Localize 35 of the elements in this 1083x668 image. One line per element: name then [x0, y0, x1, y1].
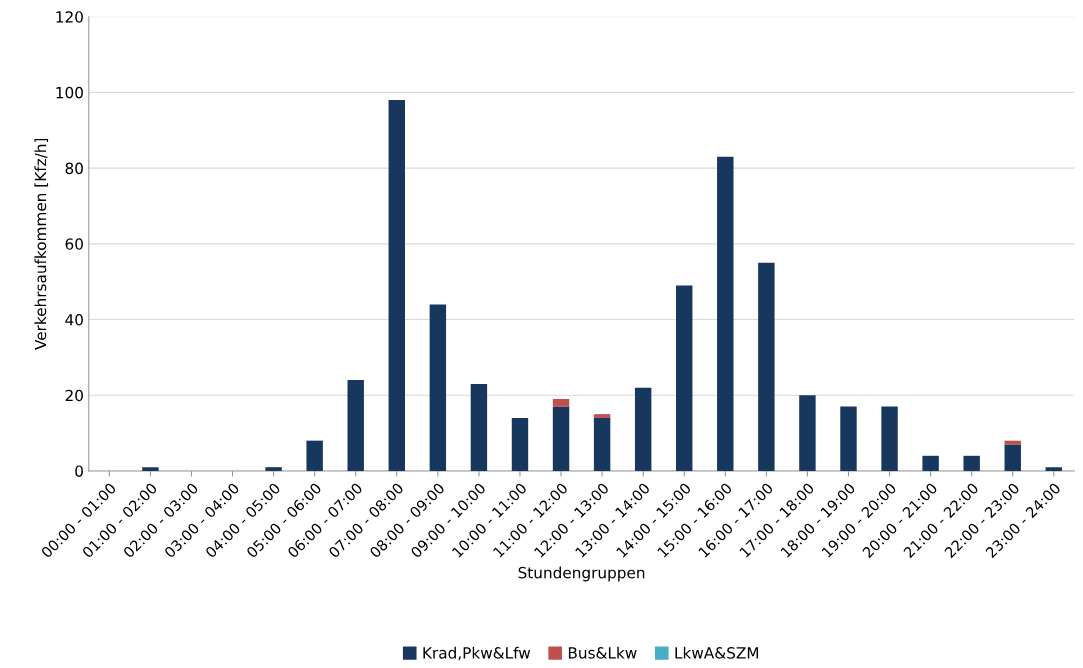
y-tick-label: 20 [65, 389, 83, 402]
x-axis-title: Stundengruppen [518, 566, 645, 582]
bar [142, 467, 159, 471]
bar [840, 406, 857, 471]
bar [717, 156, 734, 471]
bar [265, 467, 282, 471]
bar [388, 99, 405, 471]
bar [676, 285, 693, 471]
bar [1004, 444, 1021, 471]
bar [552, 399, 570, 407]
y-axis-title: Verkehrsaufkommen [Kfz/h] [34, 138, 49, 350]
bar [511, 417, 529, 471]
y-tick-label: 40 [65, 313, 83, 326]
bar [634, 387, 652, 471]
y-tick-label: 0 [75, 465, 83, 477]
legend-label: LkwA&SZM [675, 646, 759, 659]
y-tick-label: 60 [65, 238, 83, 250]
y-tick-label: 80 [65, 162, 83, 175]
bar [922, 455, 939, 471]
bar [593, 417, 611, 471]
bar [470, 383, 488, 471]
y-tick-label: 120 [56, 11, 83, 23]
bar [799, 395, 816, 471]
bar [347, 380, 364, 471]
bar [593, 414, 611, 418]
legend-label: Bus&Lkw [568, 646, 637, 659]
bar [306, 440, 323, 471]
bar [429, 304, 447, 471]
y-tick-label: 100 [56, 86, 83, 99]
bar [881, 406, 898, 471]
bar [963, 455, 980, 471]
bar [758, 262, 775, 471]
legend-label: Krad,Pkw&Lfw [423, 646, 531, 661]
bar [552, 406, 570, 471]
bar [1045, 467, 1063, 471]
